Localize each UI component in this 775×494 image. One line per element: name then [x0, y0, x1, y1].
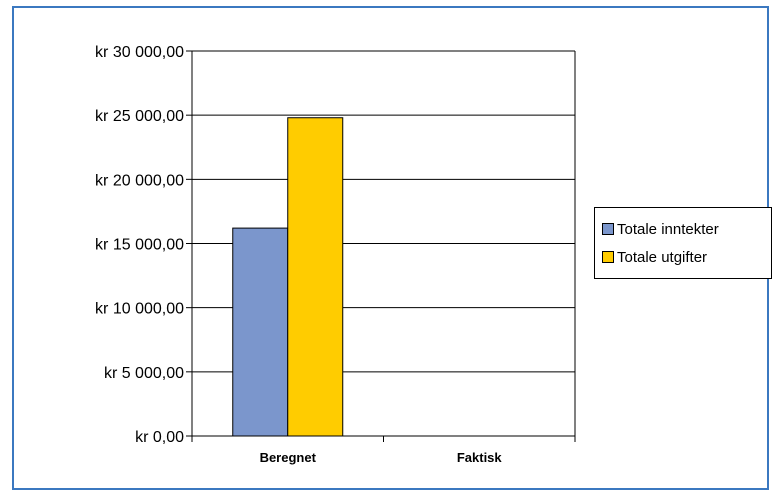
- legend-item-inntekter: Totale inntekter: [602, 215, 771, 243]
- legend-swatch-utgifter: [602, 251, 614, 263]
- bar-totale-inntekter-beregnet: [232, 227, 289, 437]
- legend-label-utgifter: Totale utgifter: [617, 248, 708, 266]
- y-tick-label: kr 5 000,00: [104, 365, 184, 382]
- y-tick-label: kr 10 000,00: [95, 301, 184, 318]
- legend: Totale inntekter Totale utgifter: [594, 207, 772, 279]
- x-category-label: Beregnet: [260, 450, 317, 465]
- y-tick-label: kr 0,00: [135, 429, 184, 446]
- y-tick-label: kr 20 000,00: [95, 172, 184, 189]
- y-tick-label: kr 15 000,00: [95, 237, 184, 254]
- legend-label-inntekter: Totale inntekter: [617, 220, 719, 238]
- legend-swatch-inntekter: [602, 223, 614, 235]
- y-tick-label: kr 30 000,00: [95, 44, 184, 61]
- legend-item-utgifter: Totale utgifter: [602, 243, 771, 271]
- y-tick-label: kr 25 000,00: [95, 108, 184, 125]
- x-category-label: Faktisk: [457, 450, 503, 465]
- bar-totale-utgifter-beregnet: [287, 117, 344, 437]
